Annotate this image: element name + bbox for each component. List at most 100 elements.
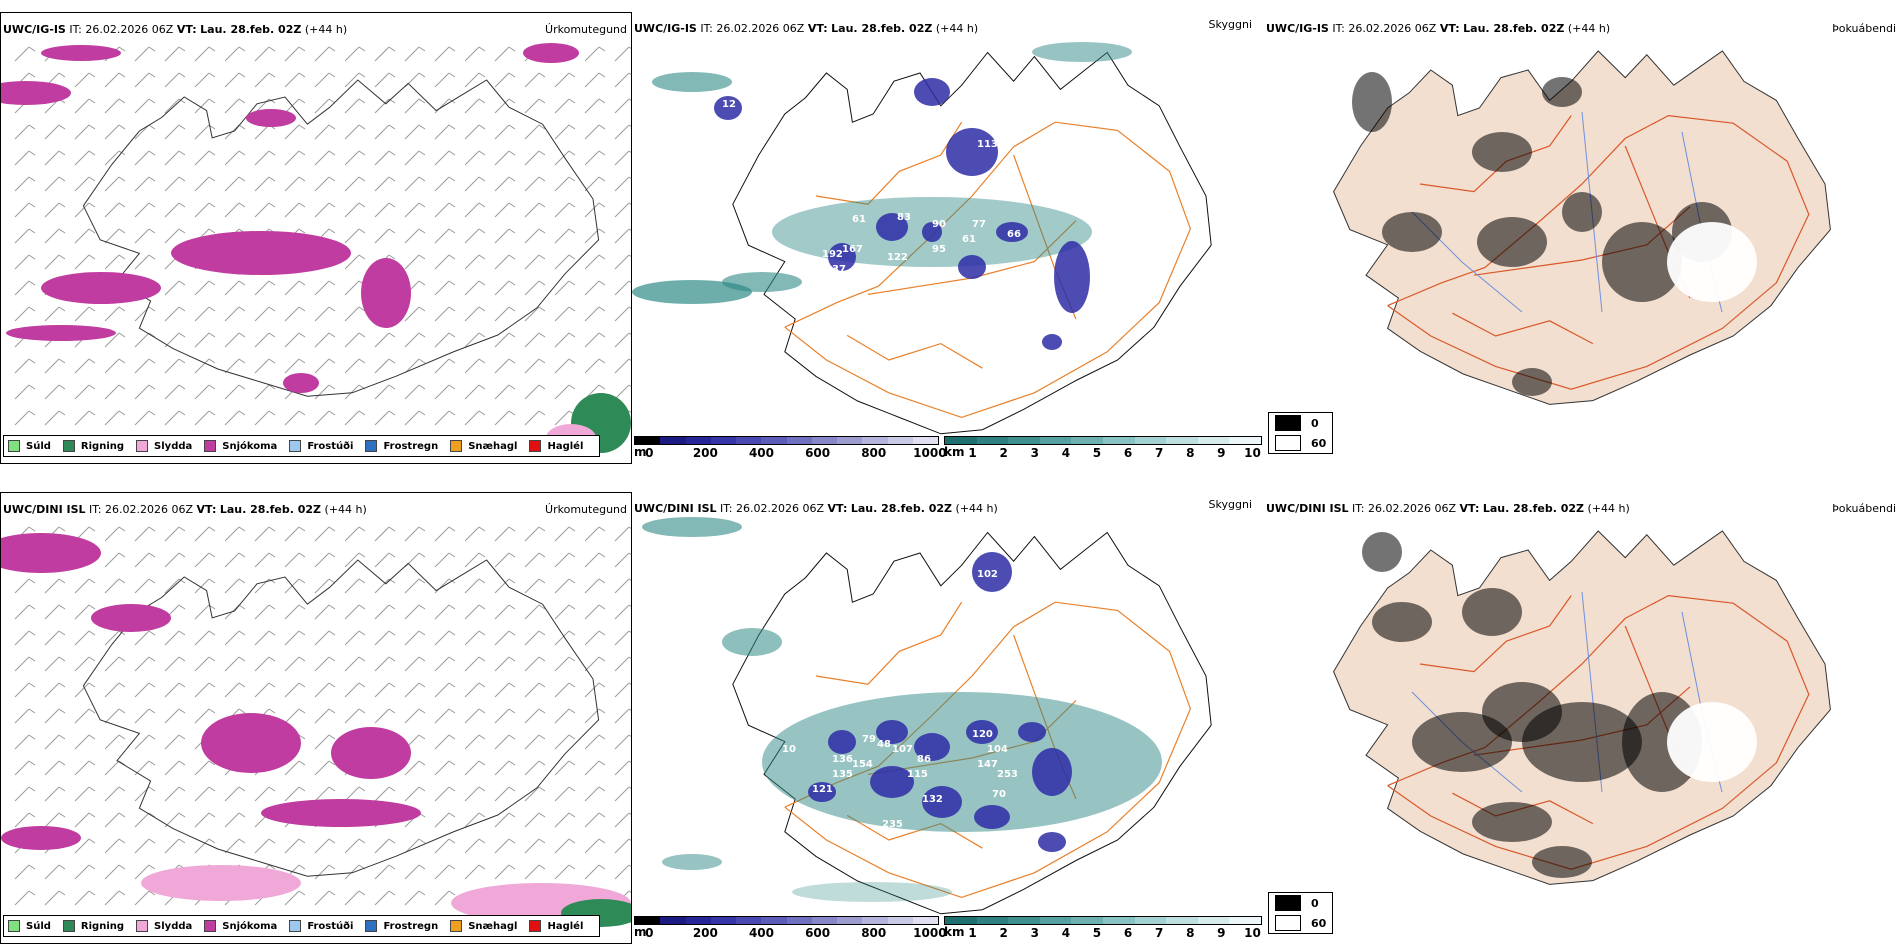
legend-label: Haglél bbox=[547, 920, 584, 932]
wind-barb bbox=[494, 786, 510, 802]
wind-barb-flag bbox=[628, 604, 631, 607]
wind-barb-flag bbox=[238, 46, 246, 52]
wind-barb-flag bbox=[508, 656, 516, 662]
wind-barb bbox=[44, 124, 60, 140]
wind-barb-flag bbox=[268, 72, 276, 78]
cloudbase-area bbox=[972, 552, 1012, 592]
wind-barb-flag bbox=[628, 306, 631, 309]
wind-barb bbox=[44, 176, 60, 192]
wind-barb-flag bbox=[508, 708, 516, 714]
wind-barb-flag bbox=[508, 280, 516, 286]
wind-barb-flag bbox=[418, 46, 426, 52]
wind-barb bbox=[404, 306, 420, 322]
wind-barb bbox=[614, 526, 630, 542]
cloudbase-label: 192 bbox=[822, 249, 843, 260]
wind-barb bbox=[14, 228, 30, 244]
wind-barb-flag bbox=[328, 150, 336, 156]
fog-area bbox=[1462, 588, 1522, 636]
lead-time: (+44 h) bbox=[1587, 502, 1630, 515]
wind-barb bbox=[614, 838, 630, 854]
wind-barb-flag bbox=[598, 812, 606, 818]
wind-barb-flag bbox=[418, 578, 426, 584]
wind-barb-flag bbox=[538, 384, 546, 390]
wind-barb bbox=[284, 306, 300, 322]
wind-barb-flag bbox=[568, 176, 576, 182]
wind-barb bbox=[74, 604, 90, 620]
wind-barb-flag bbox=[148, 124, 156, 130]
wind-barb bbox=[74, 708, 90, 724]
wind-barb bbox=[14, 410, 30, 426]
wind-barb bbox=[44, 630, 60, 646]
wind-barb-flag bbox=[358, 332, 366, 338]
wind-barb bbox=[134, 838, 150, 854]
wind-barb bbox=[134, 682, 150, 698]
wind-barb-flag bbox=[268, 552, 276, 558]
legend-item: Snjókoma bbox=[204, 920, 277, 932]
wind-barb bbox=[254, 656, 270, 672]
wind-barb bbox=[584, 604, 600, 620]
wind-barb bbox=[584, 578, 600, 594]
wind-barb-flag bbox=[28, 656, 36, 662]
wind-barb bbox=[464, 98, 480, 114]
wind-barb-flag bbox=[478, 332, 486, 338]
cloudbase-label: 86 bbox=[917, 754, 931, 765]
wind-barb-flag bbox=[478, 150, 486, 156]
wind-barb-flag bbox=[58, 812, 66, 818]
wind-barb bbox=[194, 552, 210, 568]
wind-barb-flag bbox=[88, 812, 96, 818]
wind-barb bbox=[374, 838, 390, 854]
wind-barb-flag bbox=[538, 526, 546, 532]
wind-barb-flag bbox=[628, 552, 631, 555]
snow-area bbox=[1, 81, 71, 105]
wind-barb bbox=[44, 306, 60, 322]
wind-barb bbox=[224, 358, 240, 374]
wind-barb bbox=[314, 864, 330, 880]
wind-barb bbox=[464, 202, 480, 218]
model-name: UWC/DINI ISL bbox=[3, 503, 86, 516]
wind-barb-flag bbox=[598, 682, 606, 688]
wind-barb-flag bbox=[118, 384, 126, 390]
colorbar-tick: 1 bbox=[968, 446, 977, 460]
wind-barb bbox=[164, 202, 180, 218]
wind-barb-flag bbox=[628, 202, 631, 205]
wind-barb-flag bbox=[208, 72, 216, 78]
wind-barb-flag bbox=[268, 578, 276, 584]
wind-barb bbox=[404, 228, 420, 244]
wind-barb-flag bbox=[298, 630, 306, 636]
wind-barb-flag bbox=[538, 306, 546, 312]
wind-barb-flag bbox=[268, 202, 276, 208]
wind-barb bbox=[584, 786, 600, 802]
wind-barb-flag bbox=[448, 656, 456, 662]
wind-barb-flag bbox=[568, 202, 576, 208]
wind-barb bbox=[404, 708, 420, 724]
wind-barb-flag bbox=[568, 384, 576, 390]
wind-barb-flag bbox=[568, 864, 576, 870]
wind-barb bbox=[344, 176, 360, 192]
wind-barb bbox=[194, 176, 210, 192]
wind-barb-flag bbox=[508, 46, 516, 52]
wind-barb bbox=[104, 786, 120, 802]
wind-barb-flag bbox=[598, 384, 606, 390]
wind-barb-flag bbox=[388, 124, 396, 130]
wind-barb bbox=[524, 358, 540, 374]
colorbar-tick: 7 bbox=[1154, 446, 1164, 460]
wind-barb bbox=[314, 682, 330, 698]
vt-label: VT: bbox=[827, 502, 848, 515]
wind-barb-flag bbox=[178, 526, 186, 532]
wind-barb bbox=[314, 332, 330, 348]
wind-barb-flag bbox=[478, 604, 486, 610]
wind-barb bbox=[104, 838, 120, 854]
wind-barb bbox=[614, 150, 630, 166]
wind-barb bbox=[164, 656, 180, 672]
wind-barb-flag bbox=[328, 72, 336, 78]
wind-barb-flag bbox=[268, 98, 276, 104]
wind-barb bbox=[524, 306, 540, 322]
wind-barb-flag bbox=[58, 734, 66, 740]
wind-barb bbox=[164, 306, 180, 322]
wind-barb bbox=[104, 176, 120, 192]
wind-barb-flag bbox=[298, 526, 306, 532]
wind-barb bbox=[434, 306, 450, 322]
wind-barb bbox=[494, 98, 510, 114]
wind-barb-flag bbox=[478, 384, 486, 390]
colorbar-tick: 7 bbox=[1154, 926, 1164, 940]
